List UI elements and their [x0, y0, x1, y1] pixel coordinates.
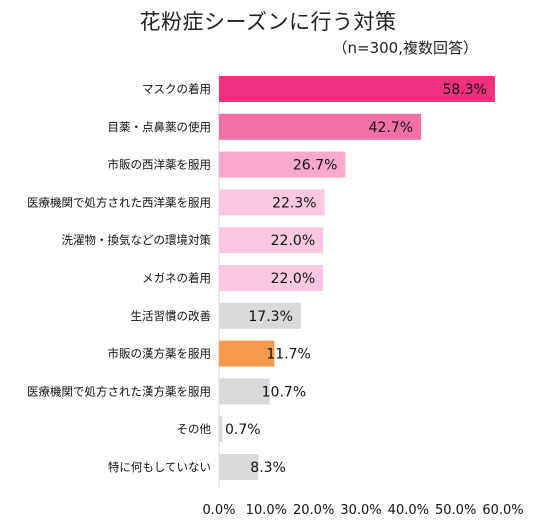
x-tick-label: 20.0% — [293, 503, 334, 518]
bar — [219, 265, 324, 291]
category-label: 市販の西洋薬を服用 — [108, 158, 212, 172]
data-label: 42.7% — [369, 120, 413, 136]
bar — [219, 151, 346, 178]
data-label: 11.7% — [266, 347, 310, 363]
bar — [219, 454, 259, 480]
data-label: 0.7% — [225, 422, 261, 438]
data-label: 22.0% — [271, 233, 315, 249]
chart-subtitle: （n=300,複数回答） — [332, 39, 478, 57]
x-tick-label: 60.0% — [482, 503, 523, 518]
x-axis-ticks: 0.0% 10.0% 20.0% 30.0% 40.0% 50.0% 60.0% — [202, 503, 523, 518]
data-label: 58.3% — [442, 82, 486, 98]
x-tick-label: 50.0% — [435, 503, 476, 518]
labels-layer: マスクの着用 58.3% 目薬・点鼻薬の使用 42.7% 市販の西洋薬を服用 26.7% 医… — [27, 82, 487, 476]
bar — [219, 378, 270, 405]
bars-layer — [219, 76, 495, 480]
category-label: マスクの着用 — [142, 82, 211, 96]
data-label: 26.7% — [293, 158, 337, 174]
bar — [219, 76, 495, 102]
category-label: 医療機関で処方された西洋薬を服用 — [27, 195, 211, 209]
data-label: 10.7% — [262, 384, 306, 400]
x-tick-label: 0.0% — [202, 503, 235, 518]
category-label: 洗濯物・換気などの環境対策 — [62, 233, 212, 247]
bar — [219, 302, 301, 329]
bar — [219, 189, 325, 216]
bar — [219, 416, 223, 443]
data-label: 8.3% — [250, 460, 286, 476]
category-label: 目薬・点鼻薬の使用 — [108, 120, 212, 134]
chart-title: 花粉症シーズンに行う対策 — [139, 10, 397, 34]
category-label: 生活習慣の改善 — [131, 309, 212, 323]
bar — [219, 340, 275, 367]
category-label: 特に何もしていない — [108, 460, 211, 474]
data-label: 17.3% — [248, 309, 292, 325]
x-tick-label: 10.0% — [246, 503, 287, 518]
category-label: その他 — [177, 422, 212, 436]
category-label: 医療機関で処方された漢方薬を服用 — [27, 384, 211, 398]
x-tick-label: 40.0% — [388, 503, 429, 518]
data-label: 22.0% — [271, 271, 315, 287]
data-label: 22.3% — [272, 195, 316, 211]
bar — [219, 113, 422, 140]
bar — [219, 227, 324, 254]
category-label: 市販の漢方薬を服用 — [108, 347, 212, 361]
x-tick-label: 30.0% — [340, 503, 381, 518]
category-label: メガネの着用 — [142, 271, 211, 285]
